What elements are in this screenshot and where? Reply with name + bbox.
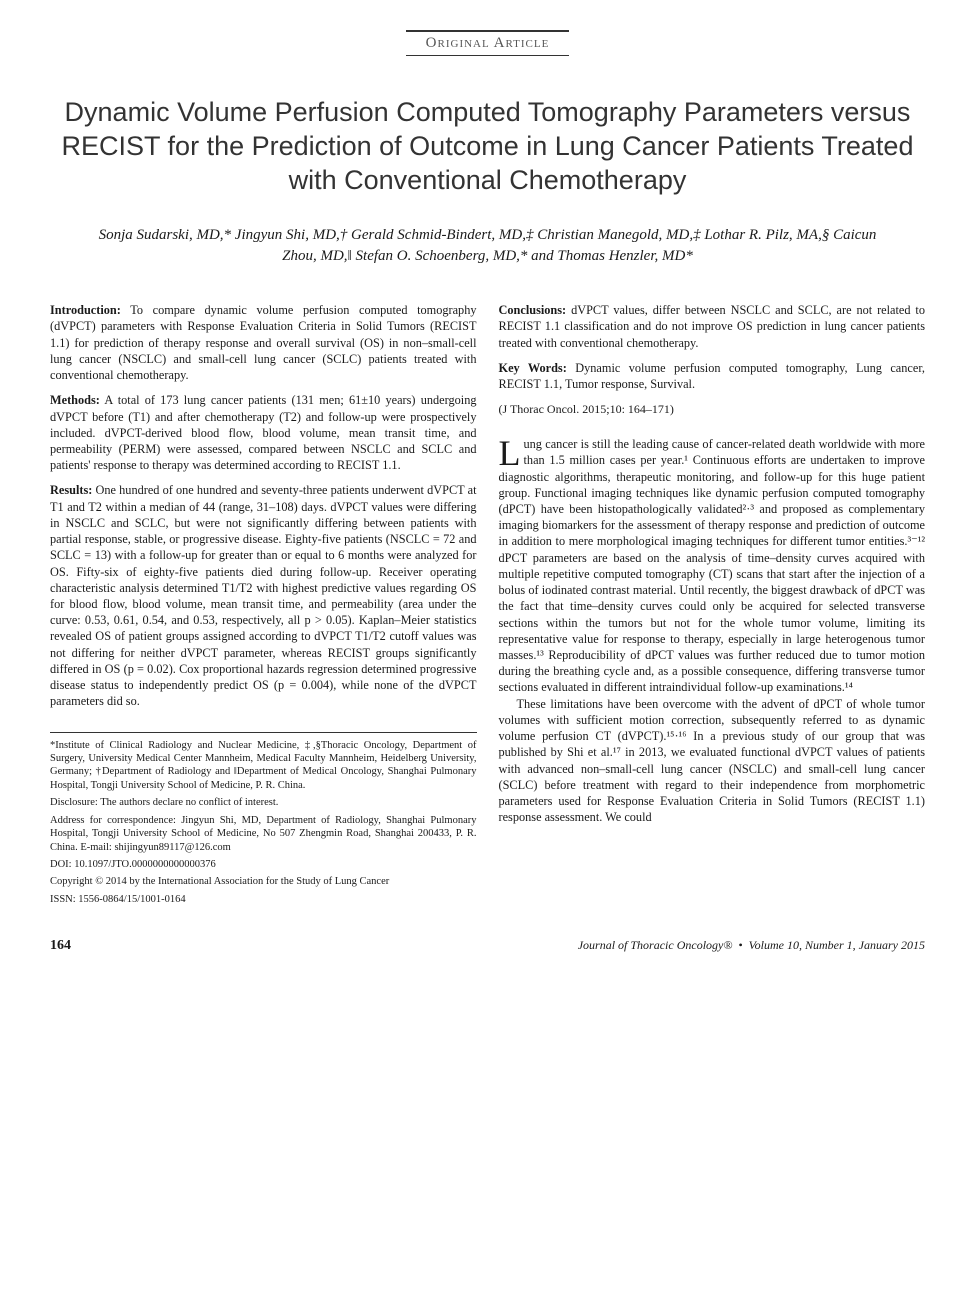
results-label: Results: [50, 483, 92, 497]
disclosure-statement: Disclosure: The authors declare no confl… [50, 796, 477, 809]
affiliation-institutions: *Institute of Clinical Radiology and Nuc… [50, 739, 477, 793]
page-footer: 164 Journal of Thoracic Oncology® • Volume… [50, 938, 925, 954]
copyright-line: Copyright © 2014 by the International As… [50, 875, 477, 888]
separator-bullet: • [738, 938, 742, 952]
results-text: One hundred of one hundred and seventy-t… [50, 483, 477, 708]
article-header: Original Article Dynamic Volume Perfusio… [50, 30, 925, 267]
dropcap-letter: L [499, 436, 524, 467]
body-paragraph-2: These limitations have been overcome wit… [499, 696, 926, 826]
doi-line: DOI: 10.1097/JTO.0000000000000376 [50, 858, 477, 871]
body-para1-text: ung cancer is still the leading cause of… [499, 437, 926, 694]
abstract-keywords: Key Words: Dynamic volume perfusion comp… [499, 360, 926, 392]
article-title: Dynamic Volume Perfusion Computed Tomogr… [50, 96, 925, 197]
issn-line: ISSN: 1556-0864/15/1001-0164 [50, 893, 477, 906]
journal-citation: (J Thorac Oncol. 2015;10: 164–171) [499, 402, 926, 418]
introduction-label: Introduction: [50, 303, 121, 317]
abstract-conclusions: Conclusions: dVPCT values, differ betwee… [499, 302, 926, 351]
page-number: 164 [50, 938, 71, 954]
abstract-introduction: Introduction: To compare dynamic volume … [50, 302, 477, 383]
affiliations-block: *Institute of Clinical Radiology and Nuc… [50, 732, 477, 907]
abstract-methods: Methods: A total of 173 lung cancer pati… [50, 392, 477, 473]
conclusions-label: Conclusions: [499, 303, 567, 317]
methods-label: Methods: [50, 393, 100, 407]
journal-issue: Volume 10, Number 1, January 2015 [749, 938, 925, 952]
methods-text: A total of 173 lung cancer patients (131… [50, 393, 477, 472]
two-column-body: Introduction: To compare dynamic volume … [50, 302, 925, 910]
correspondence-address: Address for correspondence: Jingyun Shi,… [50, 814, 477, 854]
journal-name: Journal of Thoracic Oncology® [578, 938, 733, 952]
article-type-label: Original Article [406, 30, 570, 56]
left-column: Introduction: To compare dynamic volume … [50, 302, 477, 910]
author-list: Sonja Sudarski, MD,* Jingyun Shi, MD,† G… [50, 225, 925, 267]
keywords-label: Key Words: [499, 361, 567, 375]
right-column: Conclusions: dVPCT values, differ betwee… [499, 302, 926, 910]
abstract-results: Results: One hundred of one hundred and … [50, 482, 477, 709]
body-paragraph-1: Lung cancer is still the leading cause o… [499, 436, 926, 696]
journal-footer-info: Journal of Thoracic Oncology® • Volume 10,… [578, 938, 925, 953]
